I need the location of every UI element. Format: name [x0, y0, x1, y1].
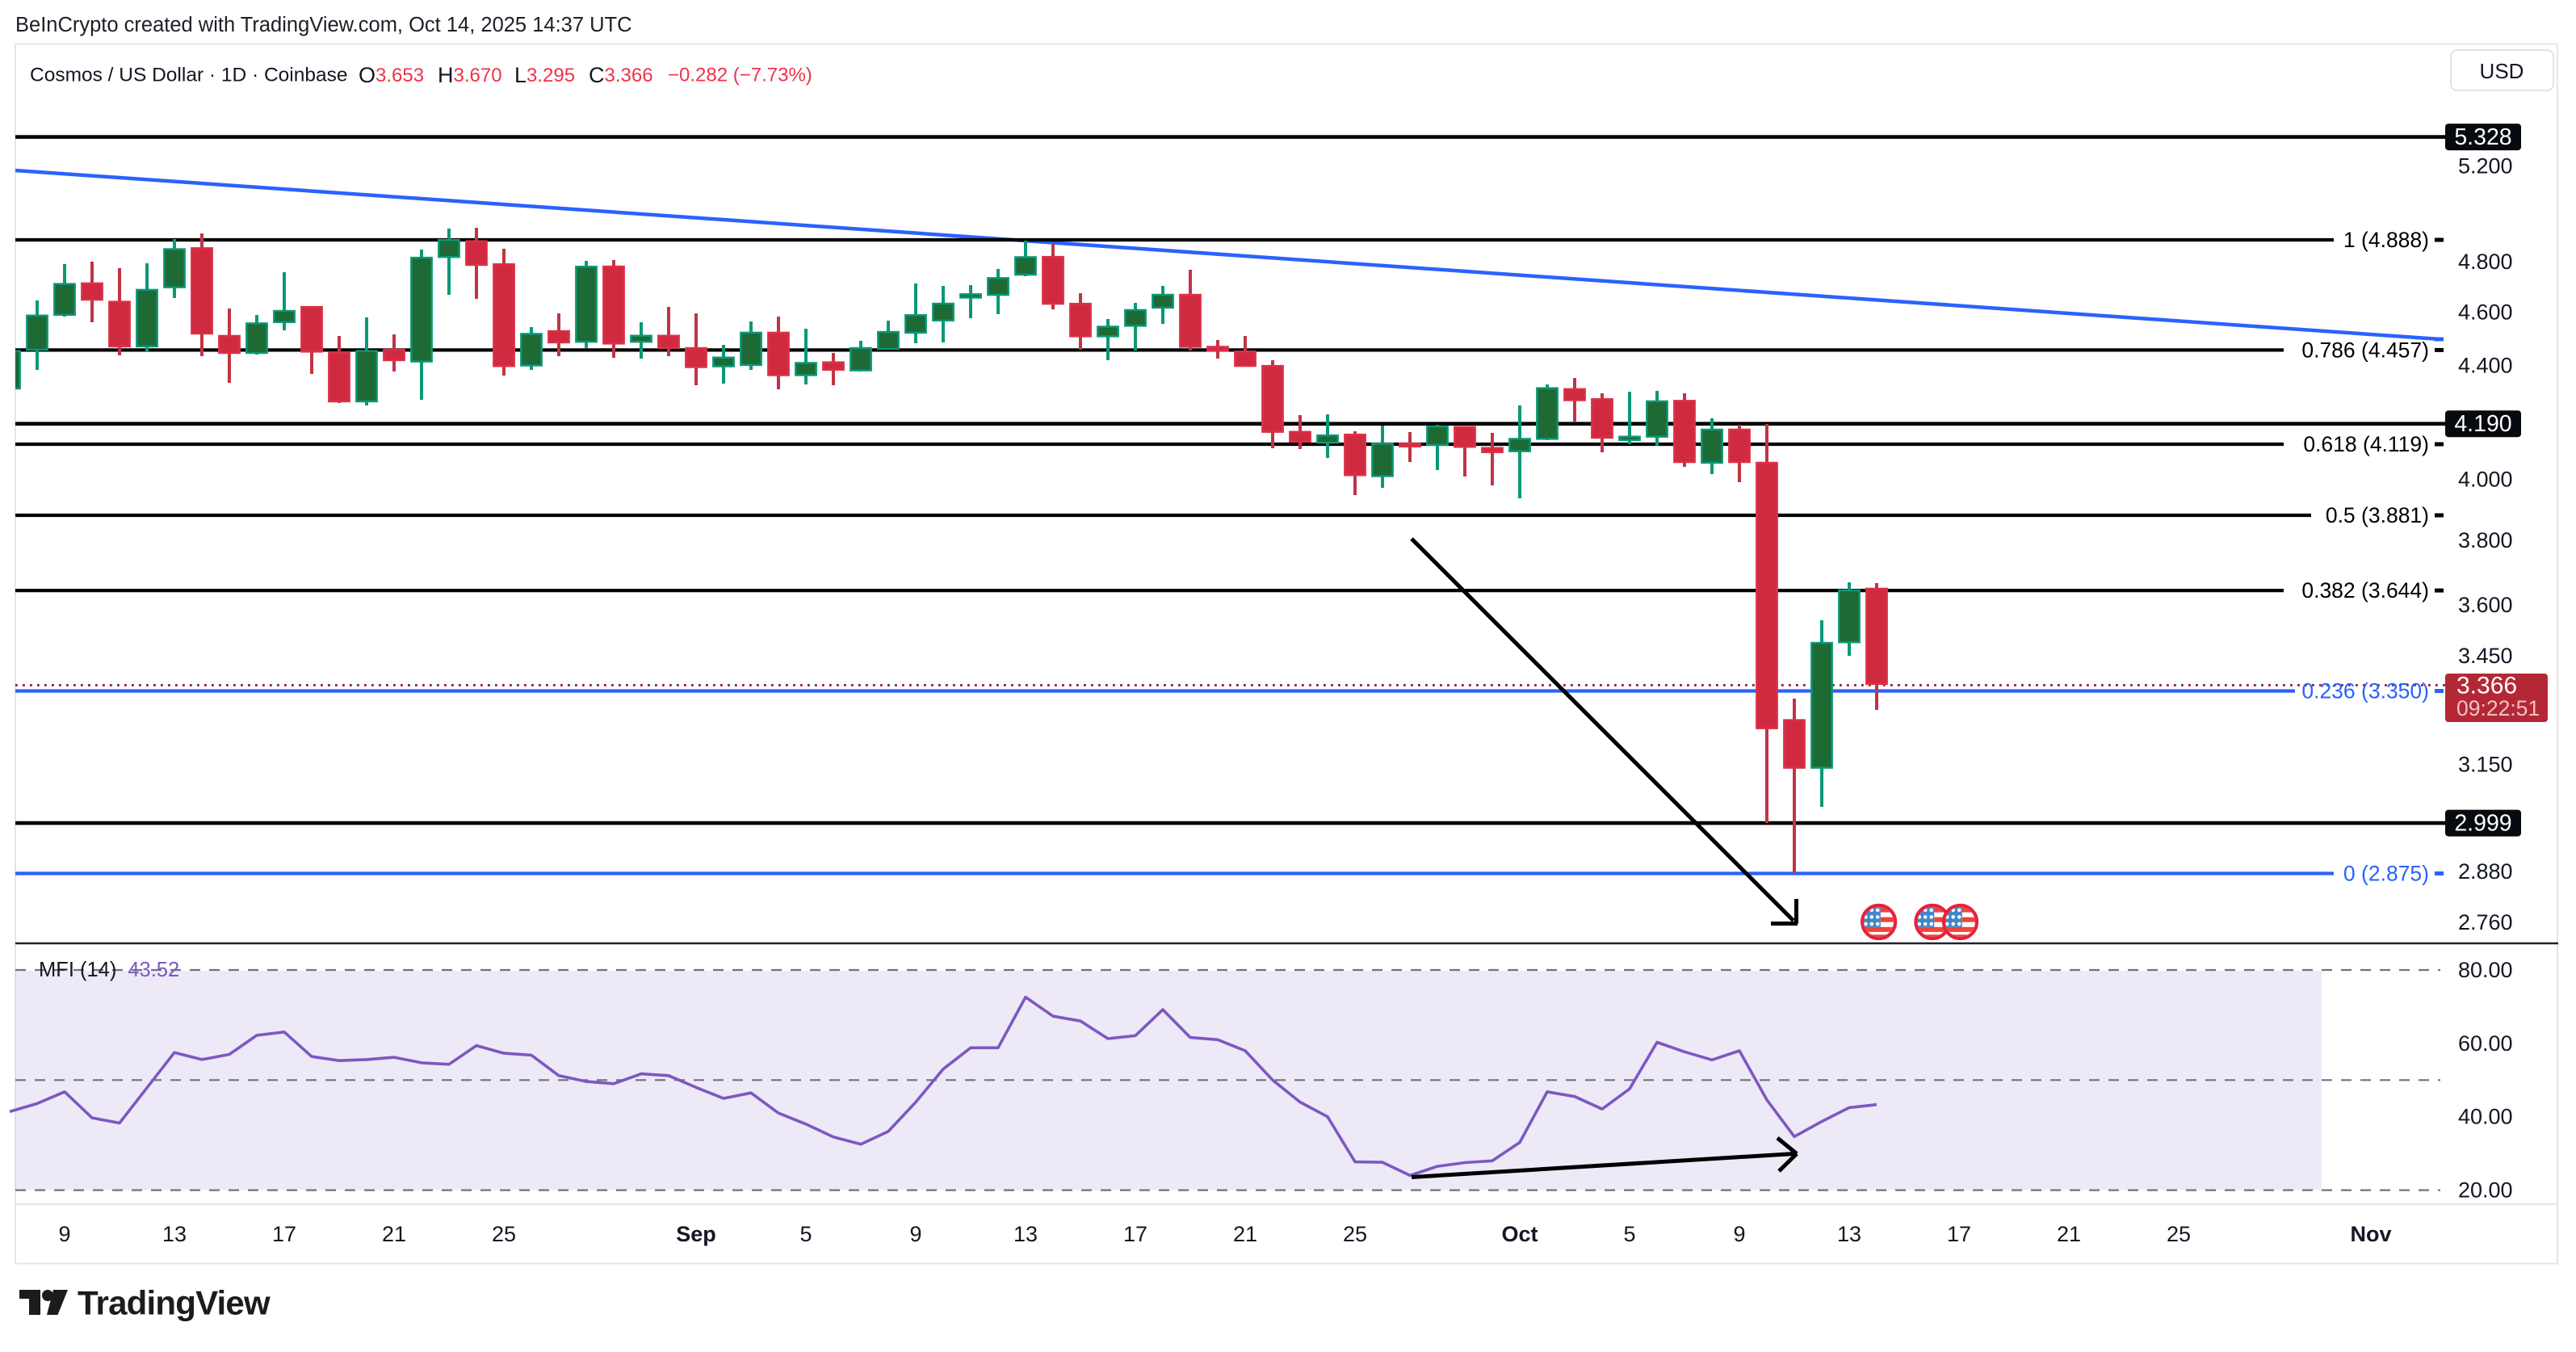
svg-text:TradingView: TradingView: [78, 1284, 271, 1322]
svg-text:USD: USD: [2480, 59, 2524, 83]
svg-text:13: 13: [1837, 1222, 1861, 1246]
svg-text:80.00: 80.00: [2458, 958, 2513, 982]
svg-text:17: 17: [272, 1222, 296, 1246]
svg-text:3.800: 3.800: [2458, 528, 2513, 552]
svg-text:4.800: 4.800: [2458, 250, 2513, 274]
svg-text:4.000: 4.000: [2458, 467, 2513, 491]
svg-text:−0.282 (−7.73%): −0.282 (−7.73%): [668, 65, 812, 86]
svg-text:25: 25: [1343, 1222, 1367, 1246]
svg-text:20.00: 20.00: [2458, 1178, 2513, 1203]
svg-text:60.00: 60.00: [2458, 1031, 2513, 1056]
svg-text:2.880: 2.880: [2458, 859, 2513, 884]
svg-text:0.618 (4.119): 0.618 (4.119): [2303, 432, 2429, 456]
svg-text:Oct: Oct: [1501, 1222, 1538, 1246]
svg-text:17: 17: [1947, 1222, 1971, 1246]
svg-text:3.450: 3.450: [2458, 644, 2513, 668]
svg-text:Cosmos / US Dollar · 1D · Coin: Cosmos / US Dollar · 1D · Coinbase: [30, 65, 347, 86]
svg-text:0.786 (4.457): 0.786 (4.457): [2301, 338, 2429, 362]
svg-text:25: 25: [492, 1222, 516, 1246]
svg-text:O3.653: O3.653: [359, 63, 424, 87]
svg-text:2.760: 2.760: [2458, 910, 2513, 934]
svg-text:BeInCrypto created with Tradin: BeInCrypto created with TradingView.com,…: [15, 14, 632, 36]
svg-text:1 (4.888): 1 (4.888): [2343, 228, 2429, 252]
svg-text:H3.670: H3.670: [438, 63, 502, 87]
svg-text:Sep: Sep: [676, 1222, 716, 1246]
svg-text:09:22:51: 09:22:51: [2456, 696, 2540, 720]
svg-text:5: 5: [799, 1222, 812, 1246]
svg-text:9: 9: [909, 1222, 921, 1246]
svg-text:C3.366: C3.366: [589, 63, 653, 87]
svg-text:3.600: 3.600: [2458, 593, 2513, 617]
svg-text:21: 21: [2057, 1222, 2081, 1246]
svg-text:5.200: 5.200: [2458, 154, 2513, 178]
svg-text:25: 25: [2167, 1222, 2191, 1246]
svg-text:4.190: 4.190: [2454, 411, 2511, 437]
svg-text:MFI (14)43.52: MFI (14) 43.52: [39, 959, 179, 981]
svg-text:0 (2.875): 0 (2.875): [2343, 862, 2429, 886]
svg-text:5: 5: [1623, 1222, 1635, 1246]
svg-text:2.999: 2.999: [2454, 811, 2511, 837]
svg-text:0.5 (3.881): 0.5 (3.881): [2326, 503, 2429, 527]
svg-text:0.236 (3.350): 0.236 (3.350): [2301, 679, 2429, 703]
svg-text:40.00: 40.00: [2458, 1105, 2513, 1129]
svg-text:3.366: 3.366: [2456, 673, 2517, 699]
svg-text:9: 9: [1733, 1222, 1745, 1246]
svg-text:17: 17: [1123, 1222, 1147, 1246]
svg-text:13: 13: [162, 1222, 187, 1246]
svg-text:0.382 (3.644): 0.382 (3.644): [2301, 578, 2429, 603]
svg-text:Nov: Nov: [2350, 1222, 2391, 1246]
svg-text:3.150: 3.150: [2458, 753, 2513, 777]
svg-text:4.400: 4.400: [2458, 353, 2513, 377]
svg-text:5.328: 5.328: [2454, 124, 2511, 150]
svg-text:21: 21: [382, 1222, 406, 1246]
svg-text:4.600: 4.600: [2458, 300, 2513, 325]
svg-text:13: 13: [1013, 1222, 1038, 1246]
svg-text:21: 21: [1233, 1222, 1257, 1246]
svg-text:9: 9: [58, 1222, 70, 1246]
svg-text:L3.295: L3.295: [514, 63, 575, 87]
